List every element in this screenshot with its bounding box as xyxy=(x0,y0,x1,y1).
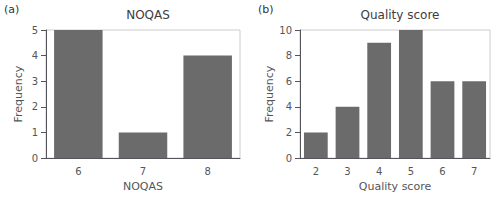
svg-text:Frequency: Frequency xyxy=(263,65,276,122)
svg-text:Quality score: Quality score xyxy=(359,180,432,193)
svg-text:NOQAS: NOQAS xyxy=(126,8,170,22)
svg-text:Frequency: Frequency xyxy=(12,65,25,122)
svg-text:4: 4 xyxy=(32,50,38,61)
svg-text:Quality score: Quality score xyxy=(361,8,440,22)
svg-text:0: 0 xyxy=(32,153,38,164)
svg-text:8: 8 xyxy=(204,166,210,177)
svg-text:2: 2 xyxy=(286,127,292,138)
svg-text:6: 6 xyxy=(286,76,292,87)
svg-text:3: 3 xyxy=(344,166,350,177)
svg-text:1: 1 xyxy=(32,127,38,138)
svg-text:7: 7 xyxy=(140,166,146,177)
svg-text:10: 10 xyxy=(279,25,292,36)
svg-text:(b): (b) xyxy=(258,3,274,16)
svg-text:7: 7 xyxy=(471,166,477,177)
svg-text:4: 4 xyxy=(286,101,292,112)
svg-text:5: 5 xyxy=(408,166,414,177)
svg-text:3: 3 xyxy=(32,76,38,87)
svg-text:4: 4 xyxy=(376,166,382,177)
svg-text:2: 2 xyxy=(313,166,319,177)
svg-text:5: 5 xyxy=(32,25,38,36)
svg-text:6: 6 xyxy=(439,166,445,177)
svg-text:NOQAS: NOQAS xyxy=(123,180,163,193)
svg-text:2: 2 xyxy=(32,101,38,112)
svg-text:0: 0 xyxy=(286,153,292,164)
svg-text:6: 6 xyxy=(75,166,81,177)
svg-text:8: 8 xyxy=(286,50,292,61)
svg-text:(a): (a) xyxy=(4,3,19,16)
